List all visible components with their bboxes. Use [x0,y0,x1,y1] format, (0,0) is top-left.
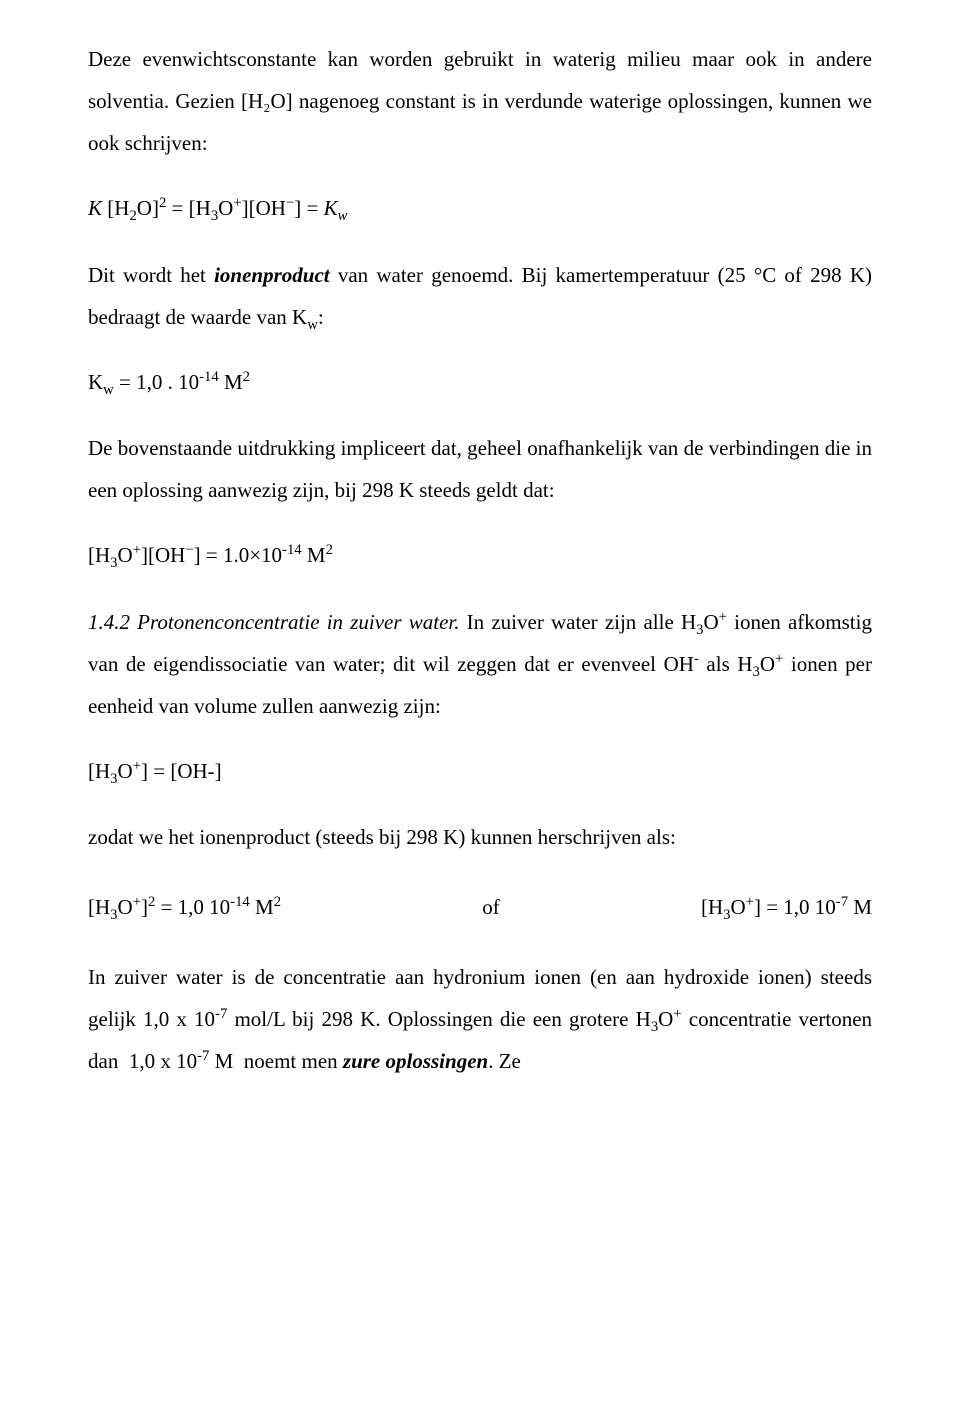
term-zure-oplossingen: zure oplossingen [343,1049,488,1073]
paragraph-conclusion: In zuiver water is de concentratie aan h… [88,956,872,1082]
equation-col-right: [H3O+] = 1,0 10-7 M [701,886,872,928]
equation-equal-conc: [H3O+] = [OH-] [88,755,872,789]
paragraph-intro: Deze evenwichtsconstante kan worden gebr… [88,38,872,164]
equation-col-left: [H3O+]2 = 1,0 10-14 M2 [88,886,281,928]
paragraph-implication: De bovenstaande uitdrukking impliceert d… [88,427,872,511]
equation-col-mid: of [482,886,500,928]
paragraph-section-142: 1.4.2 Protonenconcentratie in zuiver wat… [88,601,872,727]
paragraph-ionenproduct: Dit wordt het ionenproduct van water gen… [88,254,872,338]
term-ionenproduct: ionenproduct [214,263,330,287]
equation-kw-definition: K [H2O]2 = [H3O+][OH−] = Kw [88,192,872,226]
paragraph-rewrite: zodat we het ionenproduct (steeds bij 29… [88,816,872,858]
text: : [318,305,324,329]
text: . Ze [488,1049,521,1073]
section-heading: 1.4.2 Protonenconcentratie in zuiver wat… [88,610,459,634]
text: Dit wordt het [88,263,214,287]
equation-product: [H3O+][OH−] = 1.0×10-14 M2 [88,539,872,573]
subscript-w: w [307,317,318,333]
equation-kw-value: Kw = 1,0 . 10-14 M2 [88,366,872,400]
equation-columns: [H3O+]2 = 1,0 10-14 M2 of [H3O+] = 1,0 1… [88,886,872,928]
